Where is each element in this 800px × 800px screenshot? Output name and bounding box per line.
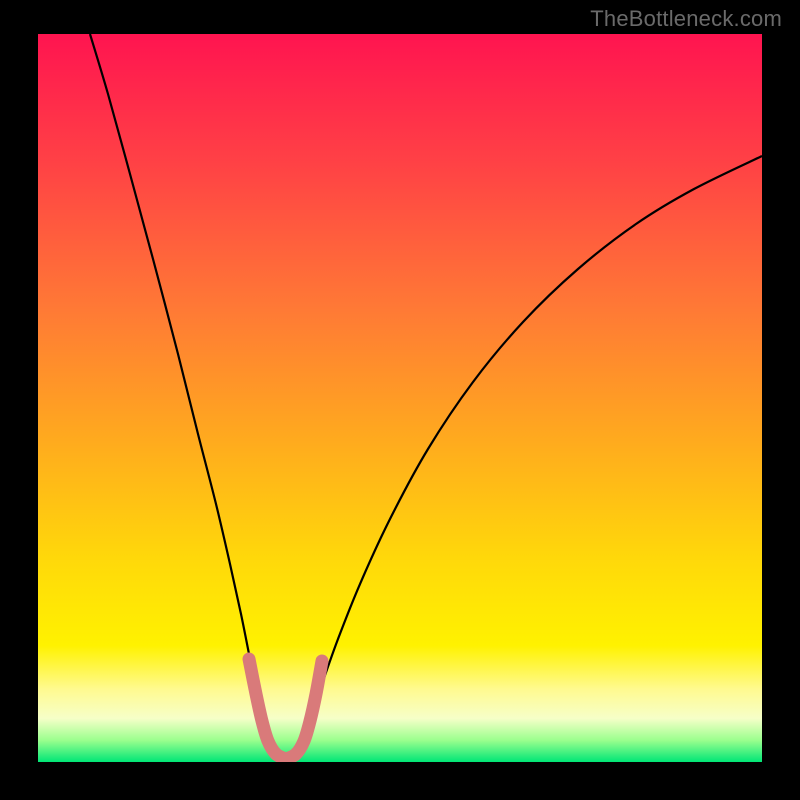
bottleneck-curve-right-branch (306, 156, 762, 734)
chart-svg-overlay (38, 34, 762, 762)
optimal-range-marker-left (249, 659, 286, 759)
chart-plot-area (38, 34, 762, 762)
watermark-text: TheBottleneck.com (590, 6, 782, 32)
optimal-range-marker-right (286, 661, 322, 759)
bottleneck-curve-left-branch (90, 34, 266, 734)
bottleneck-curve-valley (266, 734, 306, 756)
